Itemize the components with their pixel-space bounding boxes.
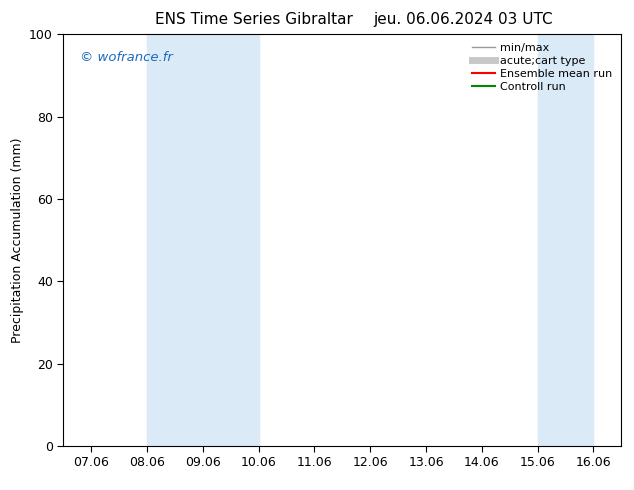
Bar [538,34,593,446]
Text: jeu. 06.06.2024 03 UTC: jeu. 06.06.2024 03 UTC [373,12,553,27]
Legend: min/max, acute;cart type, Ensemble mean run, Controll run: min/max, acute;cart type, Ensemble mean … [469,40,616,95]
Y-axis label: Precipitation Accumulation (mm): Precipitation Accumulation (mm) [11,137,23,343]
Text: ENS Time Series Gibraltar: ENS Time Series Gibraltar [155,12,353,27]
Text: © wofrance.fr: © wofrance.fr [80,51,173,64]
Bar [147,34,259,446]
